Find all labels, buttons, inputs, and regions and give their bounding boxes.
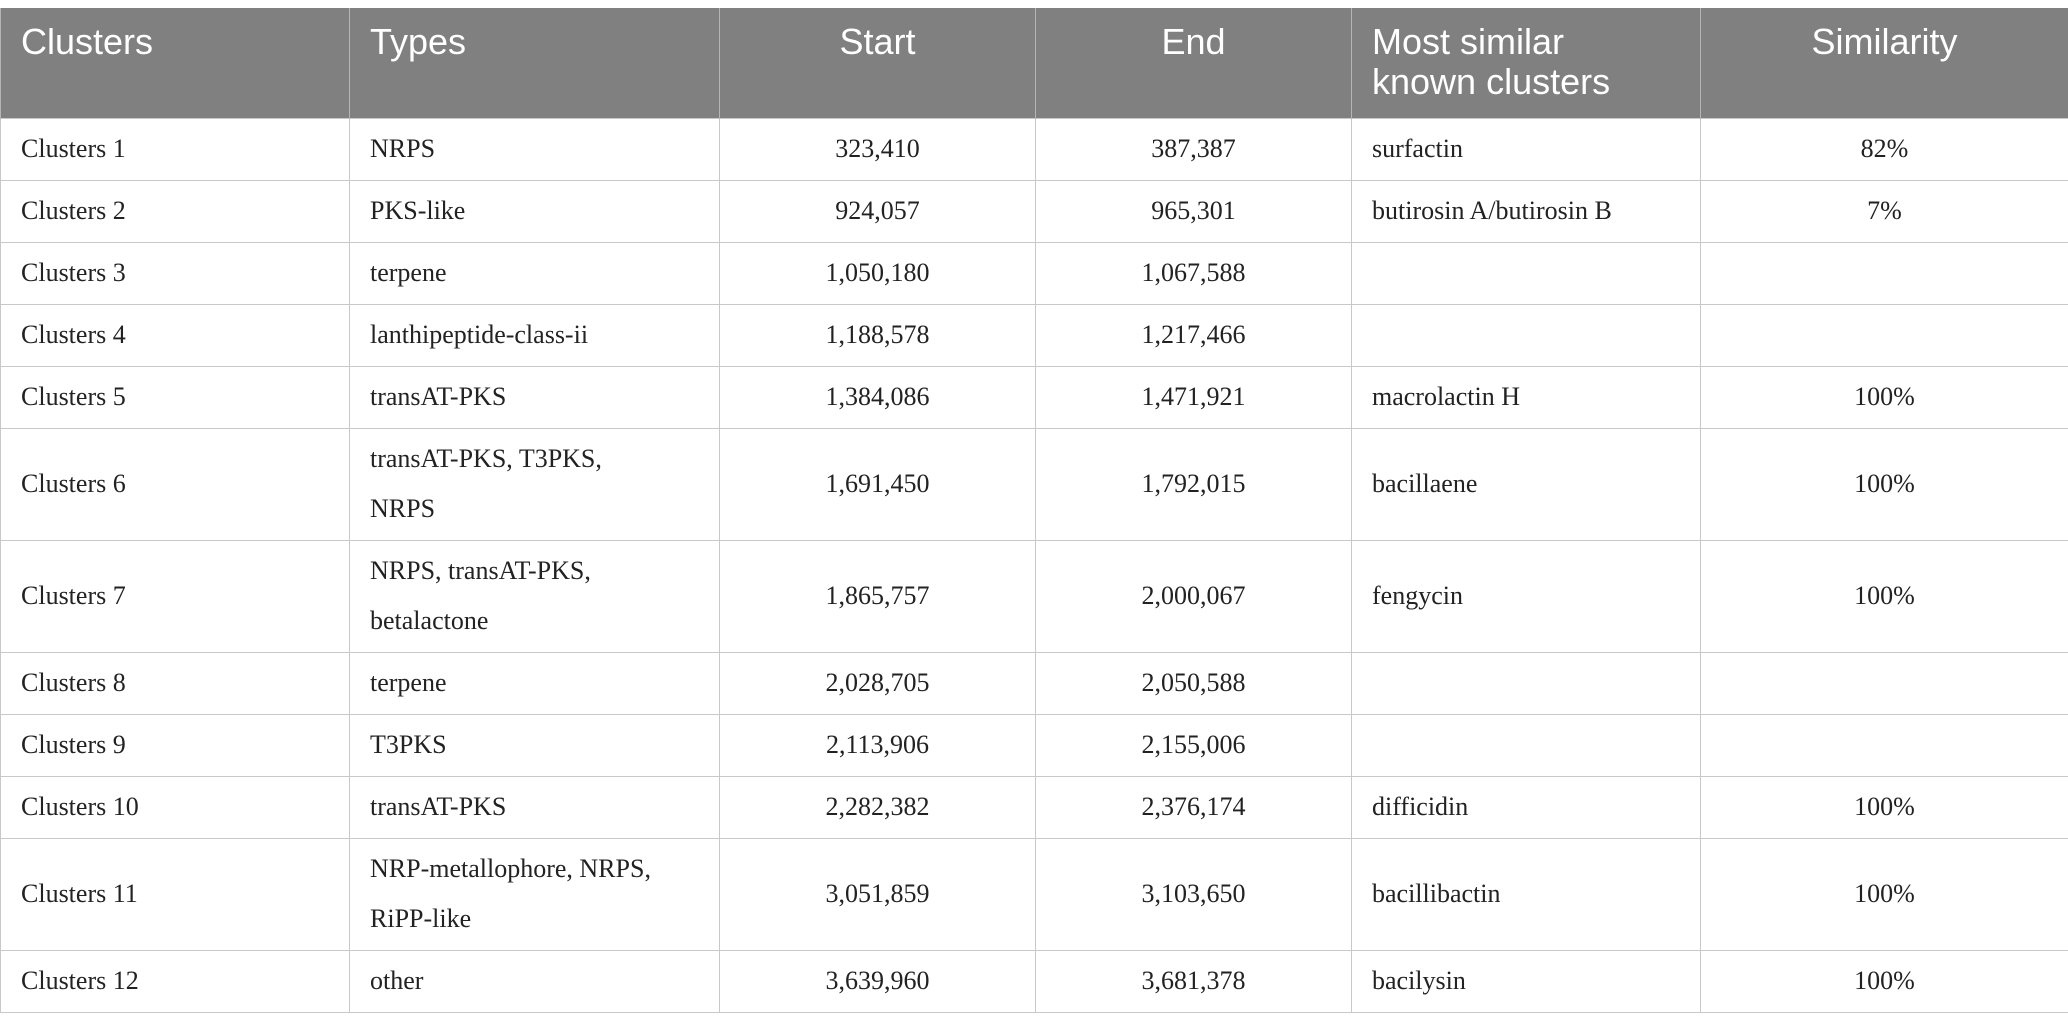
cell-cluster: Clusters 12 xyxy=(0,949,350,1013)
cell-similarity xyxy=(1700,713,2068,777)
cell-end: 1,792,015 xyxy=(1035,427,1352,541)
header-clusters: Clusters xyxy=(0,8,350,118)
cell-similar xyxy=(1351,651,1701,715)
cell-cluster: Clusters 2 xyxy=(0,179,350,243)
table-body: Clusters 1 NRPS 323,410 387,387 surfacti… xyxy=(0,117,2068,1013)
cell-types: lanthipeptide-class-ii xyxy=(349,303,720,367)
cell-similarity: 100% xyxy=(1700,427,2068,541)
cell-start: 924,057 xyxy=(719,179,1036,243)
cell-cluster: Clusters 6 xyxy=(0,427,350,541)
cell-start: 2,028,705 xyxy=(719,651,1036,715)
cell-cluster: Clusters 9 xyxy=(0,713,350,777)
cell-cluster: Clusters 10 xyxy=(0,775,350,839)
cell-types-text: transAT-PKS, T3PKS, NRPS xyxy=(370,444,602,523)
cell-start: 1,865,757 xyxy=(719,539,1036,653)
cell-end: 1,217,466 xyxy=(1035,303,1352,367)
table-row: Clusters 7 NRPS, transAT-PKS, betalacton… xyxy=(0,539,2068,653)
cell-types: T3PKS xyxy=(349,713,720,777)
header-similarity: Similarity xyxy=(1700,8,2068,118)
cell-similar xyxy=(1351,241,1701,305)
cell-start: 3,639,960 xyxy=(719,949,1036,1013)
cell-end: 387,387 xyxy=(1035,117,1352,181)
cell-similar: bacilysin xyxy=(1351,949,1701,1013)
table-row: Clusters 3 terpene 1,050,180 1,067,588 xyxy=(0,241,2068,305)
cell-start: 2,113,906 xyxy=(719,713,1036,777)
header-types: Types xyxy=(349,8,720,118)
cell-types: transAT-PKS xyxy=(349,365,720,429)
cell-start: 323,410 xyxy=(719,117,1036,181)
cell-similarity: 100% xyxy=(1700,365,2068,429)
table-row: Clusters 10 transAT-PKS 2,282,382 2,376,… xyxy=(0,775,2068,839)
cell-end: 3,681,378 xyxy=(1035,949,1352,1013)
clusters-table: Clusters Types Start End Most similar kn… xyxy=(0,8,2068,1013)
cell-similar xyxy=(1351,303,1701,367)
cell-similar xyxy=(1351,713,1701,777)
cell-start: 1,691,450 xyxy=(719,427,1036,541)
cell-start: 1,188,578 xyxy=(719,303,1036,367)
table-row: Clusters 2 PKS-like 924,057 965,301 buti… xyxy=(0,179,2068,243)
header-row: Clusters Types Start End Most similar kn… xyxy=(0,8,2068,118)
cell-types: NRPS xyxy=(349,117,720,181)
cell-similarity: 100% xyxy=(1700,775,2068,839)
table-row: Clusters 6 transAT-PKS, T3PKS, NRPS 1,69… xyxy=(0,427,2068,541)
cell-cluster: Clusters 7 xyxy=(0,539,350,653)
cell-end: 2,155,006 xyxy=(1035,713,1352,777)
cell-similarity: 100% xyxy=(1700,539,2068,653)
clusters-table-container: Clusters Types Start End Most similar kn… xyxy=(0,8,2068,1013)
cell-similar: fengycin xyxy=(1351,539,1701,653)
header-most-similar: Most similar known clusters xyxy=(1351,8,1701,118)
cell-types: other xyxy=(349,949,720,1013)
cell-end: 965,301 xyxy=(1035,179,1352,243)
cell-types: terpene xyxy=(349,651,720,715)
cell-end: 2,000,067 xyxy=(1035,539,1352,653)
cell-types: NRPS, transAT-PKS, betalactone xyxy=(349,539,720,653)
cell-types: PKS-like xyxy=(349,179,720,243)
cell-similarity: 100% xyxy=(1700,837,2068,951)
cell-similarity xyxy=(1700,651,2068,715)
cell-similar: butirosin A/butirosin B xyxy=(1351,179,1701,243)
table-row: Clusters 8 terpene 2,028,705 2,050,588 xyxy=(0,651,2068,715)
table-row: Clusters 12 other 3,639,960 3,681,378 ba… xyxy=(0,949,2068,1013)
cell-similarity xyxy=(1700,303,2068,367)
cell-types-text: NRPS, transAT-PKS, betalactone xyxy=(370,556,591,635)
cell-similar: bacillaene xyxy=(1351,427,1701,541)
cell-cluster: Clusters 4 xyxy=(0,303,350,367)
header-most-similar-label: Most similar known clusters xyxy=(1372,21,1611,102)
table-row: Clusters 11 NRP-metallophore, NRPS, RiPP… xyxy=(0,837,2068,951)
table-row: Clusters 5 transAT-PKS 1,384,086 1,471,9… xyxy=(0,365,2068,429)
cell-end: 2,376,174 xyxy=(1035,775,1352,839)
cell-similar: macrolactin H xyxy=(1351,365,1701,429)
cell-similar: difficidin xyxy=(1351,775,1701,839)
cell-end: 2,050,588 xyxy=(1035,651,1352,715)
cell-types-text: NRP-metallophore, NRPS, RiPP-like xyxy=(370,854,651,933)
cell-types: transAT-PKS, T3PKS, NRPS xyxy=(349,427,720,541)
cell-end: 3,103,650 xyxy=(1035,837,1352,951)
cell-end: 1,471,921 xyxy=(1035,365,1352,429)
cell-similarity: 7% xyxy=(1700,179,2068,243)
cell-similarity: 82% xyxy=(1700,117,2068,181)
cell-end: 1,067,588 xyxy=(1035,241,1352,305)
cell-start: 3,051,859 xyxy=(719,837,1036,951)
cell-similarity: 100% xyxy=(1700,949,2068,1013)
cell-types: transAT-PKS xyxy=(349,775,720,839)
cell-similar: surfactin xyxy=(1351,117,1701,181)
header-start: Start xyxy=(719,8,1036,118)
cell-cluster: Clusters 1 xyxy=(0,117,350,181)
cell-cluster: Clusters 11 xyxy=(0,837,350,951)
cell-start: 1,384,086 xyxy=(719,365,1036,429)
header-end: End xyxy=(1035,8,1352,118)
table-row: Clusters 1 NRPS 323,410 387,387 surfacti… xyxy=(0,117,2068,181)
cell-cluster: Clusters 8 xyxy=(0,651,350,715)
table-header: Clusters Types Start End Most similar kn… xyxy=(0,8,2068,118)
cell-types: terpene xyxy=(349,241,720,305)
cell-types: NRP-metallophore, NRPS, RiPP-like xyxy=(349,837,720,951)
cell-similarity xyxy=(1700,241,2068,305)
table-row: Clusters 9 T3PKS 2,113,906 2,155,006 xyxy=(0,713,2068,777)
table-row: Clusters 4 lanthipeptide-class-ii 1,188,… xyxy=(0,303,2068,367)
cell-start: 2,282,382 xyxy=(719,775,1036,839)
cell-cluster: Clusters 5 xyxy=(0,365,350,429)
cell-start: 1,050,180 xyxy=(719,241,1036,305)
cell-similar: bacillibactin xyxy=(1351,837,1701,951)
cell-cluster: Clusters 3 xyxy=(0,241,350,305)
